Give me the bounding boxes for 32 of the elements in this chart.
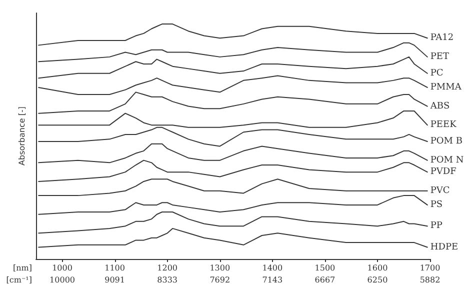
series-label: PVC [430,186,450,196]
text: 5882 [420,276,440,284]
series-label: PS [430,200,443,210]
x-tick-label: 1700 [420,264,440,272]
text: 6667 [314,276,336,284]
series-label: PP [430,221,442,232]
series-label: PVDF [430,167,456,178]
series-label: PEEK [430,120,457,130]
x-tick-label: 1500 [314,264,336,272]
series-label: ABS [429,101,450,112]
y-axis-title: Absorbance [-] [18,106,26,166]
series-label: PA12 [430,33,454,44]
x-tick-label: 1100 [104,264,125,272]
series-label: POM N [430,155,464,166]
text: [cm⁻¹] [6,276,32,284]
text: 7692 [210,276,230,284]
text: 6250 [367,276,388,284]
text: 9091 [104,276,125,284]
x-tick-label: 1200 [157,264,178,272]
x-tick-label: 1600 [367,264,388,272]
x-tick-label: 1300 [210,264,230,272]
x-tick-label: 1000 [52,264,72,272]
series-label: HDPE [430,242,458,252]
text: 10000 [50,276,75,284]
x-axis-title: [nm] [13,264,32,272]
text: 7143 [262,276,283,284]
x-tick-label: 1400 [262,264,283,272]
series-label: PC [430,68,444,78]
series-label: PET [430,52,450,62]
text: 8333 [157,276,178,284]
series-label: POM B [430,136,463,147]
series-label: PMMA [430,82,462,92]
